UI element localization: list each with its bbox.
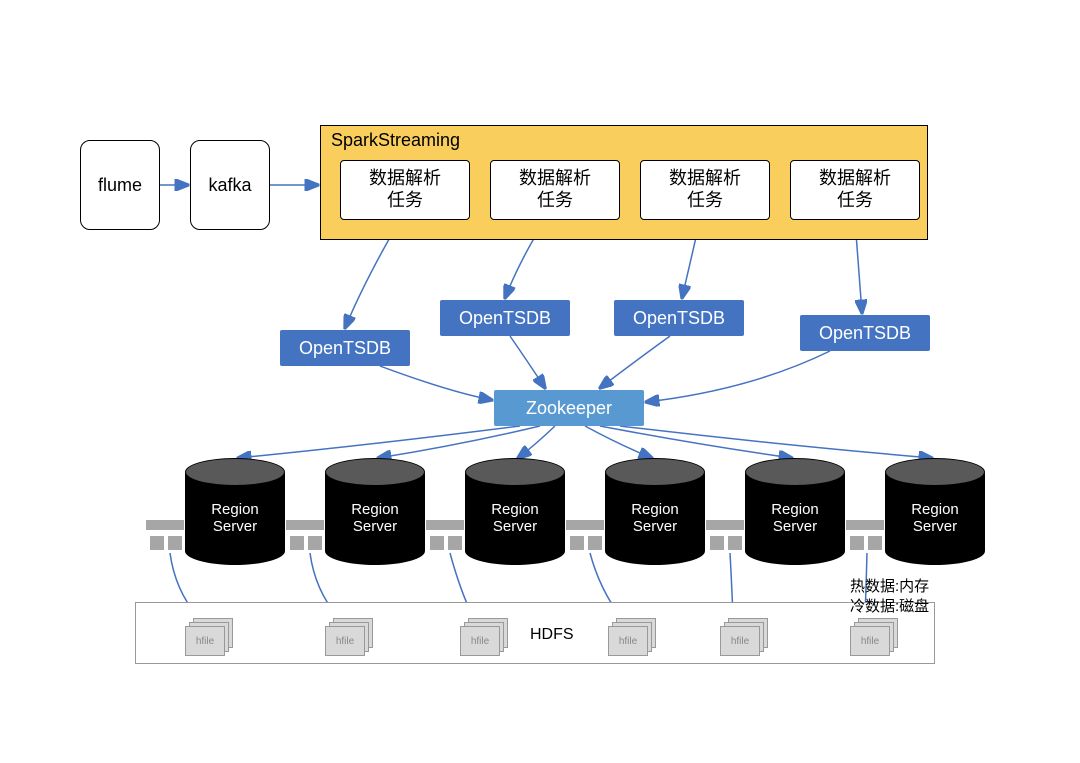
spark-title: SparkStreaming [331,130,460,151]
opentsdb-node-0: OpenTSDB [280,330,410,366]
hfile-stack-5: hfile [850,618,900,658]
kafka-label: kafka [208,175,251,196]
kafka-node: kafka [190,140,270,230]
flume-node: flume [80,140,160,230]
hfile-stack-1: hfile [325,618,375,658]
opentsdb-node-3: OpenTSDB [800,315,930,351]
region-server-3: RegionServer [605,460,705,565]
parse-task-2: 数据解析任务 [640,160,770,220]
region-server-0: RegionServer [185,460,285,565]
memory-icon-1 [286,520,324,552]
edge-zk-rs1 [378,426,540,458]
edge-tsdb3-zk [646,351,830,402]
annotation-1: 冷数据:磁盘 [850,595,929,616]
edge-tsdb0-zk [380,366,492,400]
edge-tsdb1-zk [510,336,545,388]
edge-zk-rs0 [238,426,520,458]
hfile-stack-2: hfile [460,618,510,658]
region-server-5: RegionServer [885,460,985,565]
flume-label: flume [98,175,142,196]
edge-zk-rs3 [585,426,652,458]
parse-task-1: 数据解析任务 [490,160,620,220]
edge-tsdb2-zk [600,336,670,388]
hfile-stack-4: hfile [720,618,770,658]
memory-icon-2 [426,520,464,552]
annotation-0: 热数据:内存 [850,575,929,596]
hfile-stack-0: hfile [185,618,235,658]
hdfs-label: HDFS [530,626,574,644]
parse-task-3: 数据解析任务 [790,160,920,220]
memory-icon-0 [146,520,184,552]
hfile-stack-3: hfile [608,618,658,658]
region-server-2: RegionServer [465,460,565,565]
opentsdb-node-1: OpenTSDB [440,300,570,336]
zookeeper-node: Zookeeper [494,390,644,426]
memory-icon-5 [846,520,884,552]
memory-icon-3 [566,520,604,552]
region-server-1: RegionServer [325,460,425,565]
zookeeper-label: Zookeeper [526,398,612,419]
region-server-4: RegionServer [745,460,845,565]
edge-zk-rs2 [518,426,555,458]
parse-task-0: 数据解析任务 [340,160,470,220]
opentsdb-node-2: OpenTSDB [614,300,744,336]
memory-icon-4 [706,520,744,552]
edge-zk-rs5 [620,426,932,458]
